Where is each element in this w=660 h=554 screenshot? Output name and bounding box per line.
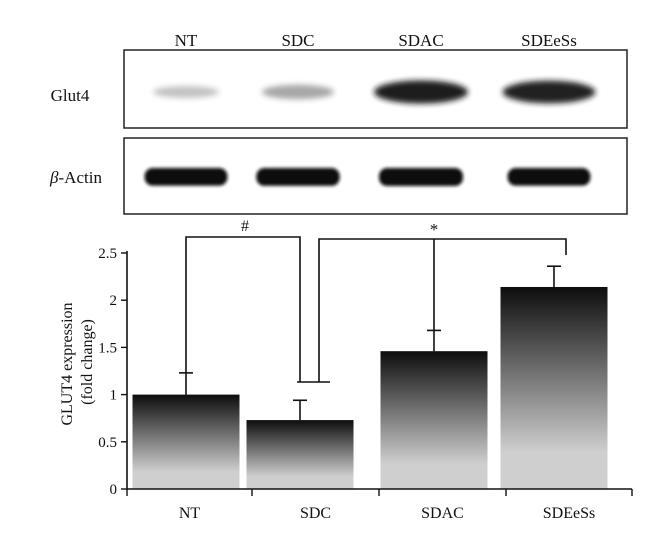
x-tick-label: SDC [300, 505, 331, 522]
y-tick-label: 0.5 [98, 435, 117, 451]
bands-glut4 [153, 80, 596, 104]
y-ticks: 0 0.5 1 1.5 2 2.5 [98, 246, 127, 498]
bracket-nt-sdc [185, 236, 301, 382]
blot-lane-label: SDAC [398, 31, 443, 50]
actin-band [256, 168, 340, 186]
actin-band [144, 168, 228, 186]
y-tick-label: 0 [110, 482, 118, 498]
significance-hash: # [241, 218, 249, 235]
bar [246, 420, 354, 489]
bars [132, 286, 608, 489]
western-blot: NT SDC SDAC SDEeSs Glut4 β-Actin [49, 31, 628, 215]
y-tick-label: 2.5 [98, 246, 117, 262]
y-tick-label: 1.5 [98, 340, 117, 356]
blot-row-label-glut4: Glut4 [51, 86, 90, 105]
significance-star: * [430, 220, 439, 239]
actin-label-suffix: -Actin [59, 168, 103, 187]
bar [380, 351, 488, 489]
blot-lane-label: SDC [281, 31, 314, 50]
bands-actin [144, 168, 591, 186]
actin-band [379, 168, 463, 186]
blot-lane-label: SDEeSs [521, 31, 577, 50]
bar [132, 394, 240, 489]
y-axis-label-line1: GLUT4 expression [59, 302, 76, 425]
blot-row-actin: β-Actin [49, 137, 628, 215]
blot-lane-label: NT [175, 31, 198, 50]
blot-row-glut4: Glut4 [51, 49, 628, 129]
y-axis-label: GLUT4 expression (fold change) [59, 298, 96, 425]
glut4-band [262, 84, 334, 100]
x-tick-label: SDEeSs [543, 505, 595, 522]
glut4-band [374, 80, 468, 104]
y-tick-label: 2 [110, 293, 118, 309]
actin-band [507, 168, 591, 186]
x-tick-label: NT [179, 505, 201, 522]
x-ticks: NT SDC SDAC SDEeSs [126, 489, 633, 522]
blot-lane-labels: NT SDC SDAC SDEeSs [175, 31, 577, 50]
significance-brackets: # * [185, 218, 567, 383]
bracket-sdc-sdeess [318, 238, 567, 382]
bar-chart: # * 00.511.522.5 NT SDC SDAC SDEeSs GLUT4 ex… [59, 218, 633, 522]
y-axis-label-line2: (fold change) [79, 319, 96, 405]
bar [500, 286, 608, 489]
x-tick-label: SDAC [421, 505, 464, 522]
glut4-band [502, 80, 596, 104]
y-tick-label: 1 [110, 388, 118, 404]
glut4-band [153, 86, 219, 98]
blot-row-label-actin: β-Actin [49, 168, 102, 187]
error-bars [179, 265, 561, 421]
actin-label-prefix: β [49, 168, 59, 187]
